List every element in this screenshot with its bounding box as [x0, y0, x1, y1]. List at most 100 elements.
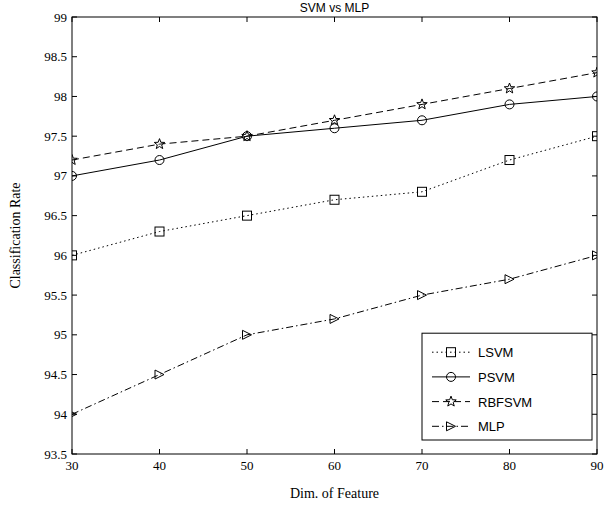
series-line	[72, 73, 597, 160]
y-tick	[72, 454, 77, 455]
y-tick	[72, 374, 77, 375]
legend-label: MLP	[478, 419, 505, 434]
x-tick-label: 80	[503, 458, 516, 473]
series-marker	[418, 291, 427, 300]
y-tick	[592, 17, 597, 18]
series-marker	[505, 156, 514, 165]
x-tick	[159, 449, 160, 454]
x-tick	[422, 449, 423, 454]
y-tick	[592, 334, 597, 335]
series-marker	[72, 410, 77, 419]
y-tick	[592, 56, 597, 57]
legend-label: LSVM	[478, 345, 513, 360]
y-tick-label: 95	[54, 327, 67, 342]
x-tick	[159, 17, 160, 22]
x-tick-label: 60	[328, 458, 341, 473]
series-marker	[593, 251, 598, 260]
y-tick	[592, 295, 597, 296]
x-tick	[72, 17, 73, 22]
background	[0, 0, 611, 508]
series-marker	[330, 314, 339, 323]
y-tick-label: 99	[54, 10, 67, 25]
x-tick-label: 40	[153, 458, 166, 473]
plot-frame	[72, 17, 597, 454]
legend-line	[432, 376, 470, 377]
legend: LSVM PSVM RBFSVM MLP	[422, 333, 592, 440]
legend-line	[432, 401, 470, 402]
series-marker	[593, 92, 598, 101]
series-marker	[504, 83, 514, 93]
x-tick	[597, 17, 598, 22]
series-marker	[505, 100, 514, 109]
y-tick	[72, 17, 77, 18]
series-marker	[154, 139, 164, 149]
y-tick	[592, 215, 597, 216]
series-marker	[418, 187, 427, 196]
series-marker	[592, 67, 597, 77]
y-tick	[72, 136, 77, 137]
series-marker	[329, 115, 339, 125]
y-tick	[592, 175, 597, 176]
y-tick-label: 96.5	[44, 208, 67, 223]
series-marker	[593, 132, 598, 141]
x-tick	[247, 449, 248, 454]
legend-marker	[447, 422, 456, 431]
x-tick-label: 90	[591, 458, 604, 473]
x-tick-label: 70	[416, 458, 429, 473]
series-line	[72, 96, 597, 175]
series-marker	[243, 211, 252, 220]
x-axis-label: Dim. of Feature	[290, 486, 379, 501]
y-tick-label: 95.5	[44, 288, 67, 303]
y-tick	[592, 374, 597, 375]
series-line	[72, 136, 597, 255]
y-tick	[592, 414, 597, 415]
series-marker	[155, 227, 164, 236]
series-marker	[242, 131, 252, 141]
y-tick-label: 93.5	[44, 447, 67, 462]
legend-marker	[446, 396, 456, 406]
legend-line	[432, 352, 470, 353]
legend-box	[422, 333, 592, 440]
y-tick	[72, 215, 77, 216]
title: SVM vs MLP	[300, 1, 369, 15]
x-tick	[72, 449, 73, 454]
series-marker	[330, 195, 339, 204]
y-tick	[72, 56, 77, 57]
series-marker	[72, 155, 77, 165]
y-tick-label: 96	[54, 248, 68, 263]
legend-label: PSVM	[478, 370, 515, 385]
y-axis-label: Classification Rate	[8, 182, 23, 288]
series-marker	[505, 275, 514, 284]
y-tick-label: 97	[54, 168, 68, 183]
y-tick-label: 94	[54, 407, 68, 422]
series-marker	[72, 251, 77, 260]
x-tick-label: 50	[241, 458, 254, 473]
y-tick-label: 97.5	[44, 129, 67, 144]
series-marker	[155, 156, 164, 165]
series-marker	[418, 116, 427, 125]
x-tick	[334, 449, 335, 454]
chart: 30 40 50 60 70 80 90 93.5 94 94.5 95 95.5 96 96.5 97 97…	[0, 0, 611, 508]
series-marker	[155, 370, 164, 379]
x-tick	[422, 17, 423, 22]
y-tick-label: 98.5	[44, 49, 67, 64]
legend-marker	[447, 372, 456, 381]
x-tick	[509, 449, 510, 454]
x-tick	[247, 17, 248, 22]
y-tick-label: 94.5	[44, 367, 67, 382]
y-tick	[72, 295, 77, 296]
series-marker	[72, 171, 77, 180]
x-tick-label: 30	[66, 458, 79, 473]
legend-line	[432, 426, 470, 427]
x-tick	[597, 449, 598, 454]
y-tick	[72, 334, 77, 335]
y-tick	[592, 454, 597, 455]
x-tick	[334, 17, 335, 22]
series-marker	[417, 99, 427, 109]
y-tick	[72, 96, 77, 97]
y-tick-label: 98	[54, 89, 67, 104]
legend-label: RBFSVM	[478, 395, 532, 410]
x-tick	[509, 17, 510, 22]
legend-marker	[447, 348, 456, 357]
series-marker	[243, 330, 252, 339]
